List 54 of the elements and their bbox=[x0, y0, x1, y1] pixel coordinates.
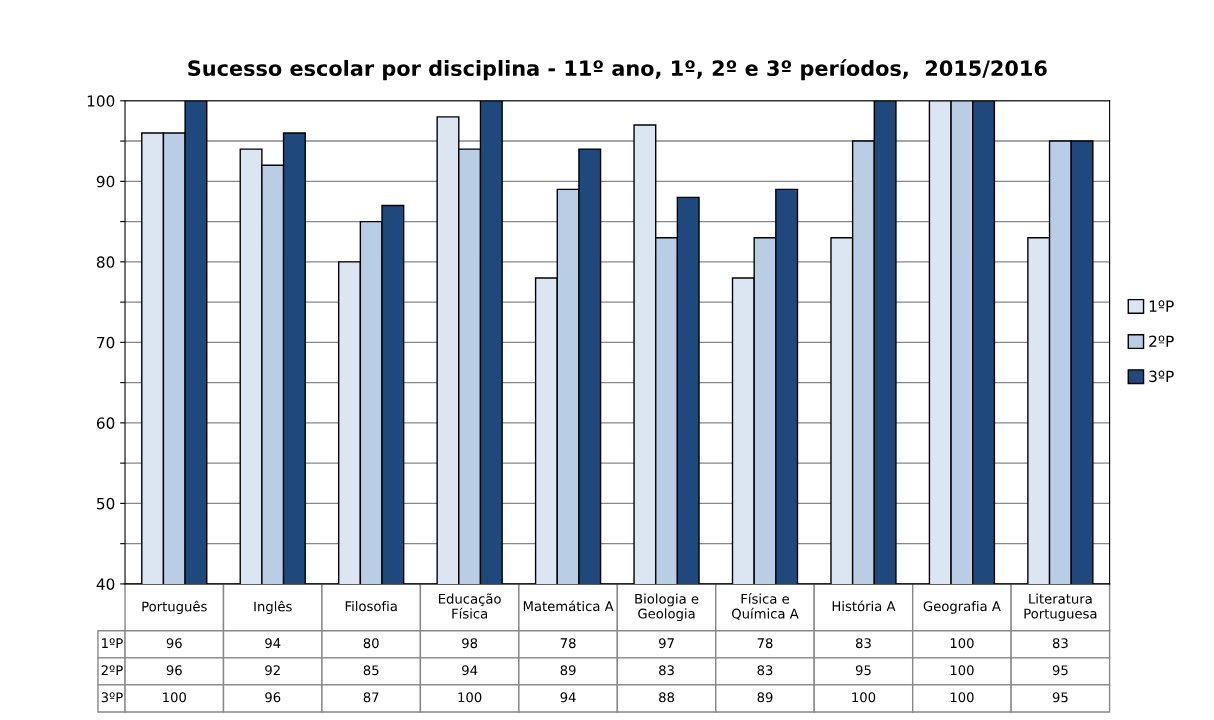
data-label: 83 bbox=[757, 665, 773, 676]
legend-label: 2ºP bbox=[1149, 335, 1174, 347]
data-label: 100 bbox=[950, 665, 974, 676]
y-tick-label: 100 bbox=[87, 95, 115, 107]
legend-label: 3ºP bbox=[1149, 370, 1174, 383]
text: 2ºP bbox=[101, 665, 123, 676]
data-label: 83 bbox=[1052, 638, 1068, 649]
x-tick-label: História A bbox=[832, 600, 896, 612]
data-label: 97 bbox=[658, 638, 674, 649]
data-label: 95 bbox=[1052, 665, 1068, 676]
y-tick-label: 40 bbox=[96, 578, 115, 590]
data-label: 92 bbox=[265, 665, 280, 676]
x-tick-label: Literatura Portuguesa bbox=[1024, 593, 1097, 622]
x-tick-label: Português bbox=[142, 600, 207, 614]
data-label: 83 bbox=[855, 638, 871, 649]
chart-title: Sucesso escolar por disciplina - 11º ano, 1º, 2º e 3º períodos, 2015/2016 bbox=[188, 59, 1047, 81]
data-label: 85 bbox=[363, 665, 379, 676]
data-label: 80 bbox=[363, 638, 379, 649]
x-tick-label: Geografia A bbox=[923, 600, 1001, 614]
x-tick-label: Física e Química A bbox=[732, 593, 799, 621]
text: 1ºP bbox=[102, 638, 123, 648]
data-label: 100 bbox=[163, 692, 186, 703]
x-tick-label: Matemática A bbox=[523, 600, 614, 612]
x-tick-label: Educação Física bbox=[439, 593, 501, 619]
y-tick-label: 60 bbox=[96, 417, 115, 429]
data-label: 89 bbox=[560, 665, 576, 676]
data-label: 78 bbox=[757, 638, 773, 649]
data-label: 100 bbox=[950, 692, 974, 703]
data-label: 96 bbox=[166, 665, 182, 676]
y-tick-label: 80 bbox=[96, 256, 115, 268]
data-label: 94 bbox=[560, 692, 576, 703]
data-label: 100 bbox=[852, 692, 876, 703]
legend-label: 1ºP bbox=[1149, 300, 1174, 312]
data-label: 87 bbox=[363, 692, 379, 703]
data-label: 100 bbox=[950, 638, 974, 649]
data-label: 100 bbox=[458, 692, 482, 703]
data-label: 88 bbox=[659, 692, 675, 703]
data-label: 83 bbox=[659, 665, 674, 676]
data-label: 94 bbox=[265, 638, 281, 649]
data-label: 78 bbox=[560, 638, 576, 649]
data-label: 96 bbox=[265, 692, 281, 703]
x-tick-label: Filosofia bbox=[345, 600, 397, 612]
data-label: 98 bbox=[462, 638, 478, 649]
data-label: 89 bbox=[757, 692, 773, 703]
y-tick-label: 70 bbox=[97, 336, 115, 349]
x-tick-label: Biologia e Geologia bbox=[635, 593, 699, 622]
data-label: 94 bbox=[462, 665, 478, 676]
data-label: 95 bbox=[1052, 692, 1068, 703]
x-tick-label: Inglês bbox=[254, 600, 292, 614]
data-label: 96 bbox=[166, 638, 182, 649]
y-tick-label: 50 bbox=[97, 497, 115, 510]
data-label: 95 bbox=[855, 665, 871, 676]
y-tick-label: 90 bbox=[96, 175, 115, 188]
text: 3ºP bbox=[101, 692, 123, 703]
